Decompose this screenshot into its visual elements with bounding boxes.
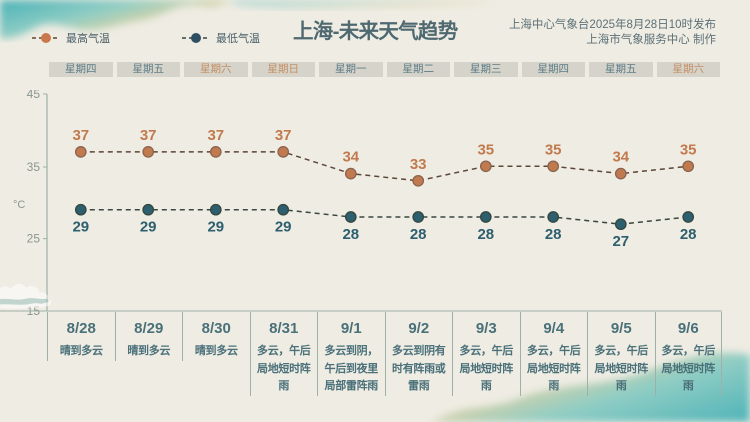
- svg-text:最低气温: 最低气温: [216, 31, 260, 45]
- svg-text:37: 37: [275, 127, 292, 144]
- svg-text:29: 29: [140, 219, 157, 236]
- svg-text:28: 28: [410, 226, 427, 243]
- svg-text:29: 29: [207, 219, 224, 236]
- svg-text:33: 33: [410, 156, 427, 173]
- svg-text:35: 35: [27, 160, 41, 174]
- svg-text:35: 35: [680, 141, 697, 158]
- svg-text:29: 29: [275, 219, 292, 236]
- svg-text:°C: °C: [13, 199, 25, 211]
- svg-text:37: 37: [140, 127, 157, 144]
- svg-text:27: 27: [612, 233, 629, 250]
- svg-text:28: 28: [477, 226, 494, 243]
- svg-text:35: 35: [477, 141, 494, 158]
- svg-text:28: 28: [342, 226, 359, 243]
- svg-text:45: 45: [27, 90, 41, 101]
- svg-text:28: 28: [545, 226, 562, 243]
- svg-text:28: 28: [680, 226, 697, 243]
- svg-text:25: 25: [27, 232, 41, 246]
- svg-text:34: 34: [342, 149, 359, 166]
- svg-text:29: 29: [72, 219, 89, 236]
- svg-text:最高气温: 最高气温: [66, 31, 110, 45]
- svg-text:34: 34: [612, 149, 629, 166]
- svg-text:35: 35: [545, 141, 562, 158]
- svg-text:37: 37: [207, 127, 224, 144]
- svg-text:37: 37: [72, 127, 89, 144]
